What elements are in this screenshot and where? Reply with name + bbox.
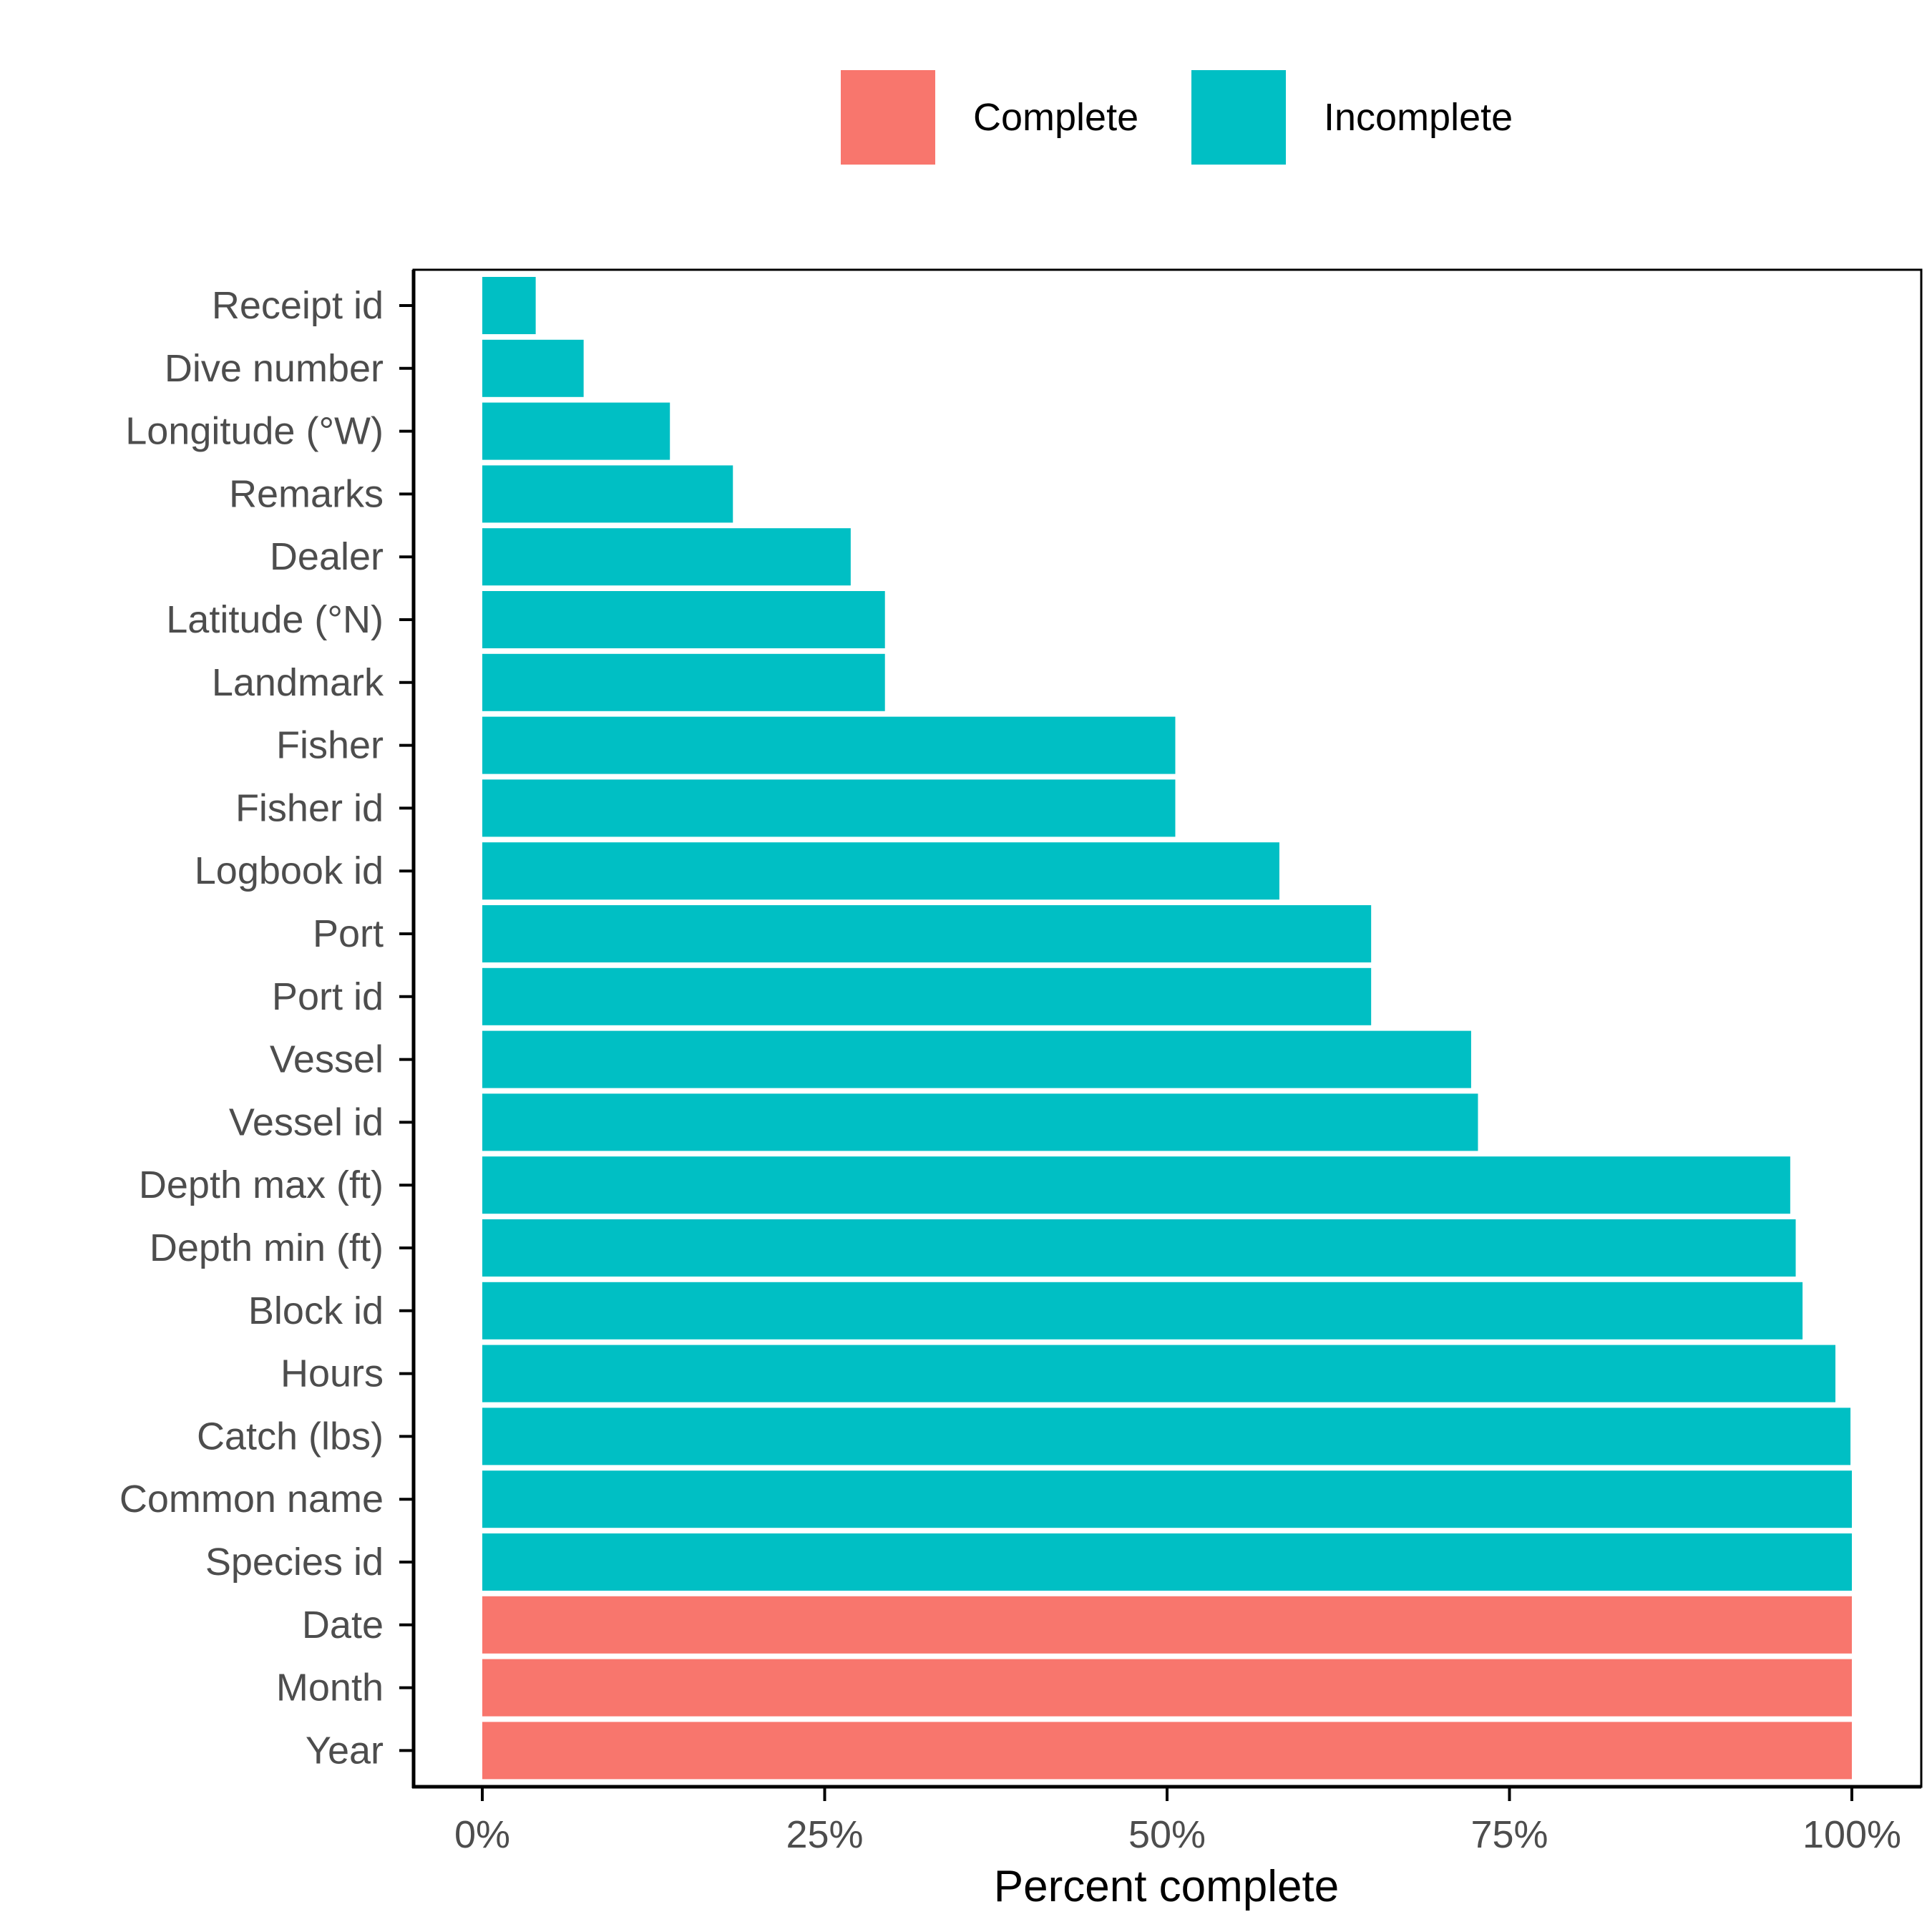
y-tick-label: Month — [276, 1667, 384, 1709]
y-tick-label: Year — [306, 1729, 384, 1772]
bar-fisher — [482, 716, 1176, 774]
y-tick-label: Hours — [280, 1352, 384, 1395]
bar-depth-min-ft — [482, 1219, 1796, 1277]
bar-port-id — [482, 967, 1372, 1025]
y-tick-label: Fisher — [276, 724, 384, 767]
legend-key-complete — [841, 70, 935, 165]
bar-fisher-id — [482, 779, 1176, 837]
y-tick-label: Remarks — [229, 472, 384, 515]
y-tick-label: Common name — [119, 1478, 384, 1521]
bar-species-id — [482, 1533, 1852, 1591]
y-axis: Receipt id Dive number Longitude (°W) Remar… — [119, 270, 416, 1788]
x-tick-label: 75% — [1470, 1813, 1548, 1856]
bar-receipt-id — [482, 277, 536, 334]
bar-vessel — [482, 1030, 1471, 1088]
x-axis: 0% 25% 50% 75% 100% — [412, 1785, 1921, 1856]
y-tick-label: Date — [302, 1604, 384, 1646]
y-tick-label: Dive number — [165, 347, 384, 390]
legend: Complete Incomplete — [841, 70, 1513, 165]
bar-logbook-id — [482, 842, 1279, 900]
y-tick-label: Logbook id — [195, 849, 384, 892]
x-axis-title: Percent complete — [994, 1862, 1339, 1911]
bar-depth-max-ft — [482, 1156, 1790, 1214]
y-tick-label: Vessel id — [229, 1101, 384, 1143]
bar-date — [482, 1596, 1852, 1654]
bar-catch-lbs — [482, 1407, 1851, 1465]
bar-dealer — [482, 528, 851, 586]
legend-key-incomplete — [1191, 70, 1286, 165]
y-tick-label: Port — [313, 912, 384, 955]
y-tick-label: Port id — [272, 975, 384, 1018]
x-tick-label: 0% — [454, 1813, 510, 1856]
bar-longitude-w — [482, 402, 670, 460]
y-tick-label: Depth min (ft) — [150, 1226, 384, 1269]
y-tick-label: Species id — [205, 1541, 384, 1584]
y-tick-label: Catch (lbs) — [197, 1415, 384, 1458]
bar-year — [482, 1722, 1852, 1780]
bar-port — [482, 905, 1372, 962]
bar-dive-number — [482, 339, 584, 397]
x-tick-label: 100% — [1802, 1813, 1901, 1856]
bar-latitude-n — [482, 591, 885, 648]
y-tick-label: Depth max (ft) — [139, 1163, 384, 1206]
y-tick-label: Dealer — [270, 535, 384, 578]
bar-month — [482, 1659, 1852, 1717]
y-tick-label: Fisher id — [235, 786, 384, 829]
y-tick-label: Vessel — [270, 1038, 384, 1081]
legend-label-incomplete: Incomplete — [1324, 96, 1513, 139]
bar-block-id — [482, 1282, 1803, 1340]
bar-landmark — [482, 653, 885, 711]
bar-hours — [482, 1345, 1836, 1402]
bar-remarks — [482, 465, 733, 523]
bars — [482, 277, 1852, 1780]
y-tick-label: Longitude (°W) — [125, 410, 384, 453]
bar-common-name — [482, 1470, 1852, 1528]
y-tick-label: Receipt id — [212, 284, 384, 327]
x-tick-label: 50% — [1128, 1813, 1206, 1856]
legend-label-complete: Complete — [973, 96, 1138, 139]
y-tick-label: Landmark — [212, 661, 384, 704]
y-tick-label: Block id — [248, 1289, 384, 1332]
y-tick-label: Latitude (°N) — [166, 598, 384, 641]
bar-vessel-id — [482, 1093, 1478, 1151]
x-tick-label: 25% — [786, 1813, 863, 1856]
